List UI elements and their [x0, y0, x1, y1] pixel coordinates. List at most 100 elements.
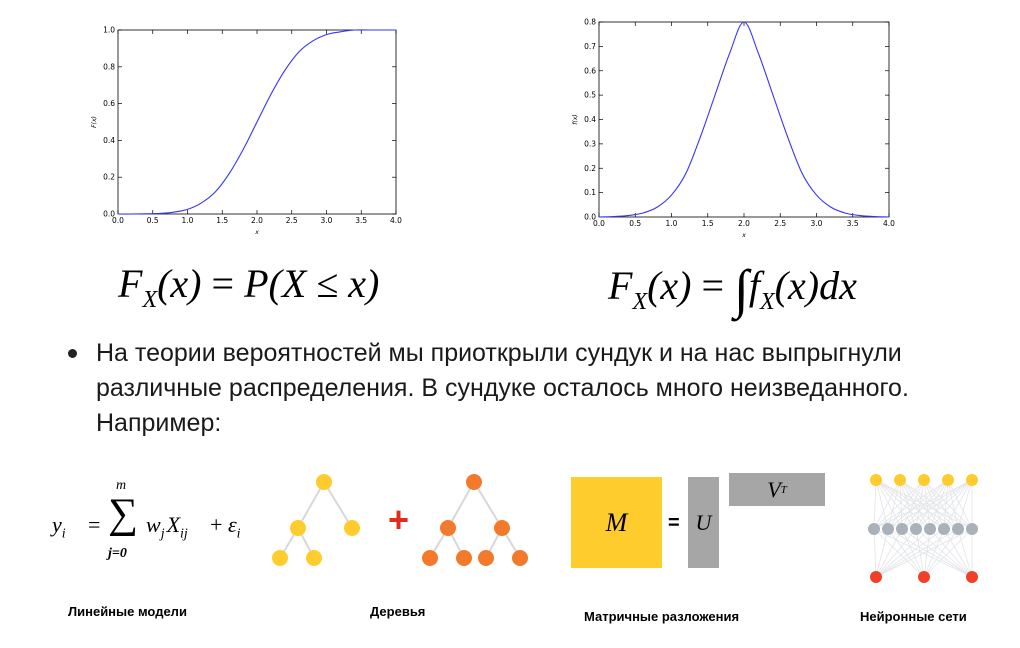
tree2-node	[512, 550, 528, 566]
y-tick-label: 0.5	[584, 91, 596, 100]
y-tick-label: 0.8	[103, 62, 115, 71]
nn-edge	[915, 528, 925, 578]
caption-trees: Деревья	[370, 604, 426, 619]
nn-edge	[923, 479, 931, 530]
nn-edge	[873, 479, 901, 530]
nn-input-node	[918, 474, 930, 486]
nn-edge	[923, 528, 973, 578]
nn-edge	[875, 528, 917, 578]
tree1-node	[306, 550, 322, 566]
cdf-formula: FX(x) = P(X ≤ x)	[118, 261, 380, 313]
y-tick-label: 0.0	[103, 210, 115, 219]
nn-edge	[873, 479, 925, 530]
x-tick-label: 1.5	[216, 216, 228, 225]
nn-edge	[901, 479, 949, 530]
nn-edge	[873, 528, 877, 578]
nn-hidden-node	[910, 523, 922, 535]
x-tick-label: 4.0	[883, 219, 895, 228]
nn-edge	[873, 479, 877, 530]
nn-edge	[957, 479, 973, 530]
nn-output-node	[918, 571, 930, 583]
nn-edge	[901, 528, 925, 578]
plot-frame	[598, 21, 890, 218]
nn-input-node	[894, 474, 906, 486]
tree1-node	[316, 474, 332, 490]
linear-model-formula: yi = m ∑ j=0 wjXij + εi	[52, 478, 241, 561]
nn-input-node	[870, 474, 882, 486]
y-axis-label: f(x)	[572, 114, 579, 124]
nn-edge	[915, 528, 973, 578]
nn-edge	[943, 528, 973, 578]
caption-linear-models: Линейные модели	[68, 604, 187, 619]
y-tick-label: 0.7	[584, 42, 596, 51]
nn-edge	[943, 479, 973, 530]
nn-edge	[943, 479, 949, 530]
x-tick-label: 2.0	[738, 219, 750, 228]
x-tick-label: 2.5	[774, 219, 786, 228]
pdf-chart: 0.0 0.5 1.0 1.5 2.0 2.5 3.0 3.5 4.0 0.0 0.1 0.2 0.3 0…	[572, 18, 895, 240]
tree2-node	[422, 550, 438, 566]
bullet-dot	[68, 349, 77, 358]
y-tick-label: 0.6	[103, 99, 115, 108]
nn-output-node	[966, 571, 978, 583]
nn-edge	[915, 479, 949, 530]
nn-edge	[923, 479, 959, 530]
nn-hidden-node	[938, 523, 950, 535]
nn-edge	[875, 528, 931, 578]
tree2-node	[456, 550, 472, 566]
x-axis-label: x	[741, 232, 746, 239]
nn-hidden-node	[924, 523, 936, 535]
nn-edge	[929, 479, 949, 530]
x-tick-label: 2.0	[251, 216, 263, 225]
nn-edge	[947, 479, 973, 530]
nn-edge	[887, 528, 925, 578]
nn-edge	[875, 528, 903, 578]
nn-edge	[899, 479, 917, 530]
matrix-m: M	[571, 477, 662, 568]
nn-edge	[873, 479, 973, 530]
y-tick-label: 0.2	[103, 173, 115, 182]
nn-edge	[901, 528, 973, 578]
nn-edge	[887, 479, 949, 530]
x-tick-label: 1.0	[666, 219, 678, 228]
cdf-chart: 0.0 0.5 1.0 1.5 2.0 2.5 3.0 3.5 4.0 0.0 0.2 0.4 0.6 0…	[91, 26, 402, 237]
trees-plus: +	[388, 499, 410, 540]
x-tick-label: 4.0	[390, 216, 402, 225]
x-tick-label: 3.0	[811, 219, 823, 228]
nn-edge	[915, 479, 925, 530]
y-tick-label: 0.6	[584, 66, 596, 75]
nn-hidden-node	[868, 523, 880, 535]
nn-edge	[875, 528, 889, 578]
matrix-equals: =	[668, 512, 680, 534]
nn-edge	[901, 479, 973, 530]
x-tick-label: 1.5	[702, 219, 714, 228]
nn-edge	[887, 528, 973, 578]
y-tick-label: 0.4	[103, 136, 115, 145]
y-tick-label: 0.4	[584, 115, 596, 124]
nn-edge	[887, 479, 973, 530]
nn-hidden-node	[966, 523, 978, 535]
nn-edge	[923, 528, 931, 578]
nn-hidden-node	[896, 523, 908, 535]
pdf-formula: FX(x) = ∫fX(x)dx	[608, 259, 857, 319]
y-tick-label: 0.0	[584, 213, 596, 222]
x-tick-label: 2.5	[286, 216, 298, 225]
x-tick-label: 1.0	[182, 216, 194, 225]
caption-neural-nets: Нейронные сети	[860, 609, 967, 624]
y-tick-label: 0.1	[584, 188, 596, 197]
nn-edge	[875, 528, 945, 578]
nn-input-node	[966, 474, 978, 486]
tree2-node	[466, 474, 482, 490]
y-tick-label: 0.3	[584, 139, 596, 148]
nn-edge	[947, 479, 959, 530]
nn-edge	[875, 528, 959, 578]
y-axis-label: F(x)	[91, 116, 98, 128]
nn-edge	[873, 528, 925, 578]
nn-edge	[957, 528, 973, 578]
x-tick-label: 0.0	[593, 219, 605, 228]
nn-edge	[873, 479, 949, 530]
tree1-node	[344, 520, 360, 536]
nn-edge	[923, 479, 973, 530]
x-tick-label: 0.5	[147, 216, 159, 225]
series-line	[598, 21, 890, 218]
